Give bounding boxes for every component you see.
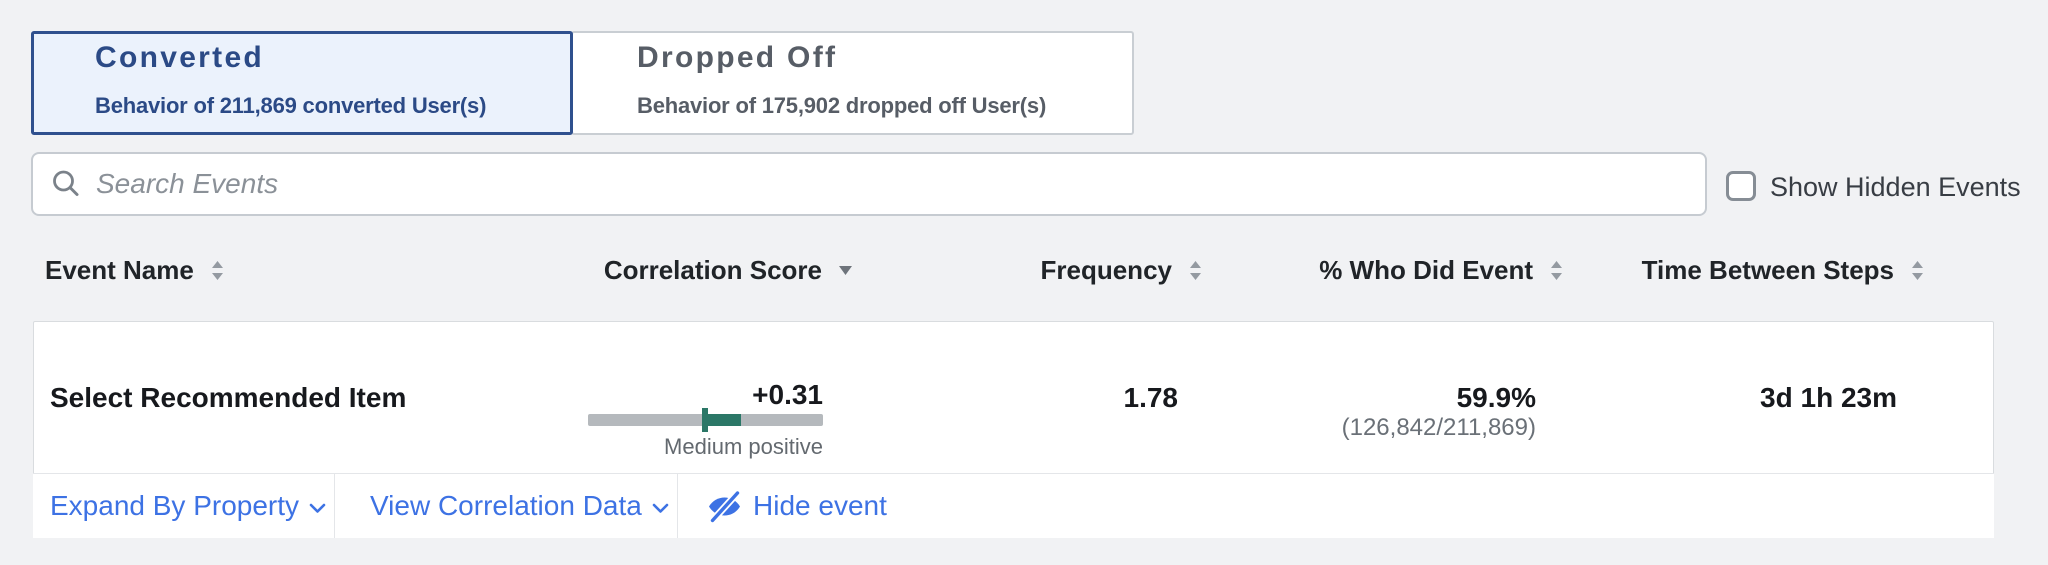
correlation-bar-tick — [702, 408, 708, 432]
tab-dropped-off-title: Dropped Off — [637, 41, 838, 74]
correlation-score-cell: +0.31 Medium positive — [588, 380, 823, 459]
correlation-score-value: +0.31 — [752, 379, 823, 410]
view-correlation-data-label: View Correlation Data — [370, 490, 642, 521]
column-header-event-name-label: Event Name — [45, 254, 194, 285]
sort-icon — [1551, 260, 1562, 280]
correlation-bar-fill — [705, 414, 741, 426]
column-header-pct-who-did-event[interactable]: % Who Did Event — [1319, 253, 1564, 287]
sort-icon — [1912, 260, 1923, 280]
correlation-bar — [588, 408, 823, 432]
tab-converted-subtitle: Behavior of 211,869 converted User(s) — [95, 93, 487, 118]
hide-event-button[interactable]: Hide event — [706, 474, 887, 538]
column-header-correlation-score-label: Correlation Score — [603, 254, 822, 285]
search-events-input[interactable]: Search Events — [31, 152, 1707, 216]
column-header-time-between-steps-label: Time Between Steps — [1641, 254, 1894, 285]
action-divider — [334, 474, 335, 538]
expand-by-property-label: Expand By Property — [50, 490, 300, 521]
column-header-correlation-score[interactable]: Correlation Score — [604, 253, 853, 287]
show-hidden-events-label[interactable]: Show Hidden Events — [1770, 172, 2021, 202]
tab-dropped-off-subtitle: Behavior of 175,902 dropped off User(s) — [637, 93, 1047, 118]
column-header-frequency[interactable]: Frequency — [1041, 253, 1204, 287]
hide-event-label: Hide event — [753, 490, 887, 521]
expand-by-property-button[interactable]: Expand By Property — [50, 474, 326, 538]
pct-who-did-event-value: 59.9% — [1456, 382, 1536, 413]
column-header-time-between-steps[interactable]: Time Between Steps — [1642, 253, 1925, 287]
time-between-steps-value: 3d 1h 23m — [1760, 382, 1897, 413]
view-correlation-data-button[interactable]: View Correlation Data — [370, 474, 669, 538]
sort-desc-icon — [839, 265, 852, 275]
correlation-label: Medium positive — [664, 434, 823, 459]
action-divider — [677, 474, 678, 538]
eye-off-icon — [709, 490, 740, 522]
event-name: Select Recommended Item — [50, 382, 407, 413]
frequency-value: 1.78 — [1123, 382, 1179, 413]
tab-dropped-off[interactable]: Dropped Off Behavior of 175,902 dropped … — [571, 31, 1134, 135]
pct-who-did-event-fraction: (126,842/211,869) — [1341, 414, 1536, 441]
chevron-down-icon — [309, 503, 326, 513]
sort-icon — [1190, 260, 1201, 280]
tab-converted-title: Converted — [95, 41, 265, 74]
search-icon — [53, 170, 79, 196]
sort-icon — [211, 260, 223, 280]
chevron-down-icon — [652, 503, 669, 513]
tab-converted[interactable]: Converted Behavior of 211,869 converted … — [31, 31, 573, 135]
column-header-frequency-label: Frequency — [1040, 254, 1173, 285]
pct-who-did-event-cell: 59.9% (126,842/211,869) — [1342, 383, 1536, 441]
search-placeholder: Search Events — [96, 168, 279, 199]
show-hidden-events-checkbox[interactable] — [1726, 171, 1756, 201]
column-header-pct-who-did-event-label: % Who Did Event — [1319, 254, 1533, 285]
event-actions-row: Expand By Property View Correlation Data… — [33, 473, 1994, 538]
column-header-event-name[interactable]: Event Name — [45, 253, 225, 287]
